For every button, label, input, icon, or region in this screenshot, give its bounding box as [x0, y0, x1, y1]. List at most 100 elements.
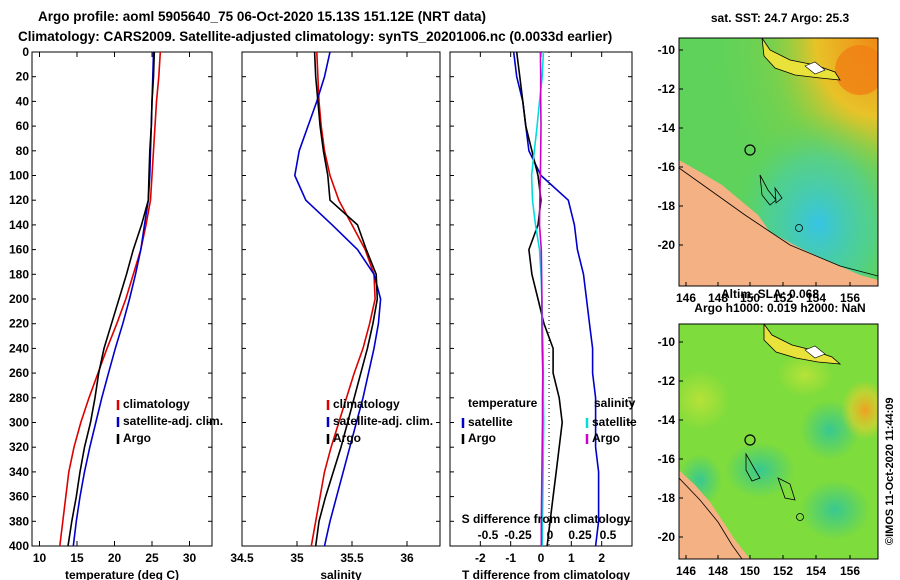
depth-tick-label: 140 [9, 218, 29, 232]
difference-legend: temperature satellite Argo salinity satellit… [461, 396, 637, 445]
series-line-argo [313, 52, 379, 546]
map-y-tick-label: -14 [658, 121, 676, 135]
depth-tick-label: 320 [9, 440, 29, 454]
map-y-tick-label: -14 [658, 413, 676, 427]
argo-float-marker-sla [744, 434, 756, 446]
map-x-tick-label: 152 [773, 291, 793, 305]
series-line-temperature-satellite [512, 52, 600, 546]
depth-tick-label: 0 [22, 45, 29, 59]
salinity-plot-frame [241, 51, 441, 547]
depth-tick-label: 60 [16, 119, 30, 133]
depth-tick-label: 280 [9, 391, 29, 405]
legend-group-title: temperature [468, 396, 538, 410]
depth-tick-label: 160 [9, 243, 29, 257]
x-tick-label: 25 [145, 551, 159, 565]
temperature-x-ticks: 10 15 20 25 30 [33, 52, 197, 565]
depth-tick-label: 240 [9, 341, 29, 355]
temperature-plot-frame [31, 51, 213, 547]
map-x-tick-label: 146 [676, 291, 696, 305]
depth-tick-label: 400 [9, 539, 29, 553]
salinity-difference-axis-label: S difference from climatology [462, 512, 631, 526]
map-y-tick-label: -10 [658, 335, 676, 349]
temperature-y-ticks: 0 20 40 60 80 100 120 140 160 180 200 220 240 260 280 3… [9, 45, 212, 553]
legend-label: Argo [468, 431, 496, 445]
legend-label: climatology [123, 397, 190, 411]
map-y-tick-label: -10 [658, 43, 676, 57]
map-y-tick-label: -16 [658, 160, 676, 174]
sla-map: Altim. SLA: 0.068 Argo h1000: 0.019 h200… [658, 287, 879, 578]
sst-map: sat. SST: 24.7 Argo: 25.3 146 148 150 152 15… [658, 11, 879, 305]
x-tick-label: 0 [538, 551, 545, 565]
sla-land-mass [679, 470, 750, 559]
x-tick-label: 20 [108, 551, 122, 565]
map-x-tick-label: 150 [740, 291, 760, 305]
map-y-tick-label: -18 [658, 491, 676, 505]
sla-map-title: Altim. SLA: 0.068 [721, 287, 819, 301]
temperature-legend: climatology satellite-adj. clim. Argo [116, 397, 223, 445]
sla-map-subtitle: Argo h1000: 0.019 h2000: NaN [694, 301, 865, 315]
salinity-legend: climatology satellite-adj. clim. Argo [326, 397, 433, 445]
legend-label: satellite [592, 415, 637, 429]
difference-panel: -2 -1 0 1 2 temperaturesatelliteArgosalinity… [449, 51, 637, 580]
map-x-tick-label: 146 [676, 564, 696, 578]
x-tick-label: 2 [598, 551, 605, 565]
legend-label: climatology [333, 397, 400, 411]
map-x-tick-label: 156 [840, 291, 860, 305]
legend-label: Argo [592, 431, 620, 445]
salinity-x-axis-label: salinity [320, 568, 362, 580]
x-tick-label: -2 [475, 551, 486, 565]
map-y-tick-label: -16 [658, 452, 676, 466]
temperature-panel: 0 20 40 60 80 100 120 140 160 180 200 220 240 260 280 3… [9, 45, 223, 580]
x-tick-label: 35.5 [340, 551, 364, 565]
map-x-tick-label: 150 [740, 564, 760, 578]
legend-label: satellite-adj. clim. [123, 414, 223, 428]
depth-tick-label: 20 [16, 70, 30, 84]
legend-label: Argo [333, 431, 361, 445]
legend-label: Argo [123, 431, 151, 445]
salinity-panel: 34.5 35 35.5 36 climatology satellite-adj. c… [230, 51, 441, 580]
map-x-tick-label: 148 [708, 291, 728, 305]
salinity-y-ticks [242, 51, 440, 547]
map-y-tick-label: -12 [658, 82, 676, 96]
x-tick-label: 30 [183, 551, 197, 565]
top-x-tick-label: 0.5 [600, 528, 617, 542]
map-x-tick-label: 154 [806, 564, 826, 578]
depth-tick-label: 120 [9, 193, 29, 207]
salinity-difference-ticks: -0.5 -0.25 0 0.25 0.5 [478, 528, 617, 542]
depth-tick-label: 340 [9, 465, 29, 479]
temperature-difference-axis-label: T difference from climatology [462, 568, 630, 580]
depth-tick-label: 300 [9, 416, 29, 430]
difference-y-ticks [450, 51, 632, 547]
series-line-argo [67, 52, 156, 546]
legend-label: satellite-adj. clim. [333, 414, 433, 428]
sst-land-mass [679, 160, 878, 286]
salinity-x-ticks: 34.5 35 35.5 36 [230, 52, 414, 565]
x-tick-label: 1 [568, 551, 575, 565]
map-x-tick-label: 148 [708, 564, 728, 578]
top-x-tick-label: -0.5 [478, 528, 499, 542]
series-line-temperature-argo [515, 52, 564, 546]
argo-float-marker [744, 144, 756, 156]
imos-credit: ©IMOS 11-Oct-2020 11:44:09 [884, 397, 896, 545]
series-line-climatology [59, 52, 162, 546]
depth-tick-label: 40 [16, 94, 30, 108]
map-y-tick-label: -12 [658, 374, 676, 388]
map-y-tick-label: -20 [658, 530, 676, 544]
top-x-tick-label: -0.25 [504, 528, 532, 542]
difference-lines [512, 52, 600, 546]
x-tick-label: 34.5 [230, 551, 254, 565]
series-line-satellite-adj-clim- [293, 52, 382, 546]
depth-tick-label: 180 [9, 267, 29, 281]
sla-map-ticks: 146 148 150 152 154 156 -10 -12 -14 -16 -18 -20 [658, 335, 861, 578]
top-x-tick-label: 0.25 [568, 528, 592, 542]
map-x-tick-label: 154 [806, 291, 826, 305]
legend-label: satellite [468, 415, 513, 429]
salinity-lines [293, 52, 382, 546]
x-tick-label: -1 [505, 551, 516, 565]
top-x-tick-label: 0 [547, 528, 554, 542]
series-line-salinity-argo [538, 52, 544, 546]
x-tick-label: 35 [290, 551, 304, 565]
depth-tick-label: 220 [9, 317, 29, 331]
depth-tick-label: 360 [9, 490, 29, 504]
